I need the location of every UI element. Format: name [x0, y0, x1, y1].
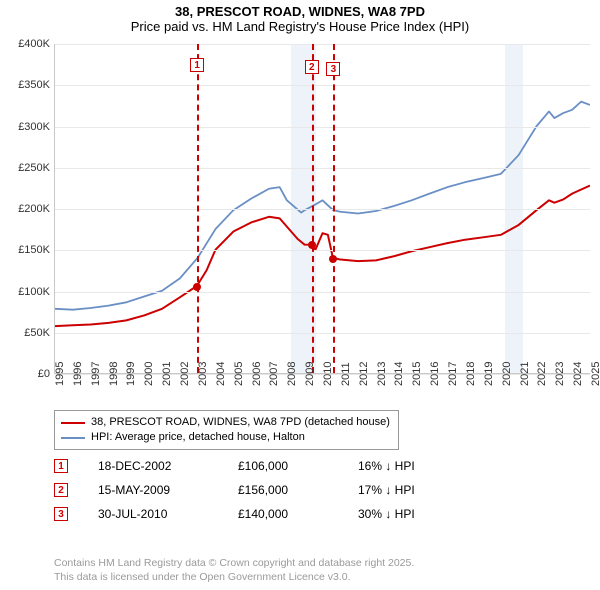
gridline-h [55, 209, 590, 210]
footer-attribution: Contains HM Land Registry data © Crown c… [54, 556, 590, 584]
gridline-h [55, 44, 590, 45]
chart-container: 1 23 £0 £50K £100K £150K £200K £250K £300K £350K… [10, 44, 590, 404]
event-marker-dot [329, 255, 337, 263]
event-delta: 16% ↓ HPI [358, 459, 468, 473]
y-axis-label: £150K [10, 244, 50, 256]
legend-swatch [61, 437, 85, 439]
event-date: 15-MAY-2009 [98, 483, 208, 497]
x-axis-label: 2025 [590, 362, 600, 386]
event-marker-box: 3 [326, 62, 340, 76]
series-line [55, 102, 590, 310]
event-marker-dot [193, 283, 201, 291]
chart-title-line1: 38, PRESCOT ROAD, WIDNES, WA8 7PD [0, 4, 600, 19]
legend-label: HPI: Average price, detached house, Halt… [91, 430, 305, 445]
plot-area: 1 23 [54, 44, 590, 374]
event-marker-line [333, 44, 335, 373]
chart-title-line2: Price paid vs. HM Land Registry's House … [0, 19, 600, 34]
y-axis-label: £100K [10, 286, 50, 298]
event-price: £106,000 [238, 459, 328, 473]
chart-title-block: 38, PRESCOT ROAD, WIDNES, WA8 7PD Price … [0, 0, 600, 34]
gridline-h [55, 333, 590, 334]
gridline-h [55, 250, 590, 251]
gridline-h [55, 292, 590, 293]
event-marker-line [312, 44, 314, 373]
event-marker-box: 2 [305, 60, 319, 74]
y-axis-label: £250K [10, 162, 50, 174]
legend-swatch [61, 422, 85, 424]
event-row: 1 18-DEC-2002 £106,000 16% ↓ HPI [54, 454, 468, 478]
y-axis-label: £0 [10, 368, 50, 380]
event-row: 2 15-MAY-2009 £156,000 17% ↓ HPI [54, 478, 468, 502]
y-axis-label: £50K [10, 327, 50, 339]
event-marker-dot [308, 241, 316, 249]
event-id-box: 3 [54, 507, 68, 521]
event-marker-box: 1 [190, 58, 204, 72]
event-row: 3 30-JUL-2010 £140,000 30% ↓ HPI [54, 502, 468, 526]
legend: 38, PRESCOT ROAD, WIDNES, WA8 7PD (detac… [54, 410, 399, 450]
gridline-h [55, 85, 590, 86]
y-axis-label: £200K [10, 203, 50, 215]
legend-item: 38, PRESCOT ROAD, WIDNES, WA8 7PD (detac… [61, 415, 390, 430]
legend-label: 38, PRESCOT ROAD, WIDNES, WA8 7PD (detac… [91, 415, 390, 430]
y-axis-label: £400K [10, 38, 50, 50]
footer-line1: Contains HM Land Registry data © Crown c… [54, 556, 590, 570]
series-line [55, 185, 590, 326]
legend-item: HPI: Average price, detached house, Halt… [61, 430, 390, 445]
y-axis-label: £300K [10, 121, 50, 133]
gridline-h [55, 168, 590, 169]
event-table: 1 18-DEC-2002 £106,000 16% ↓ HPI 2 15-MAY-200… [54, 454, 468, 526]
event-price: £140,000 [238, 507, 328, 521]
gridline-h [55, 127, 590, 128]
event-price: £156,000 [238, 483, 328, 497]
event-marker-line [197, 44, 199, 373]
event-delta: 30% ↓ HPI [358, 507, 468, 521]
event-id-box: 2 [54, 483, 68, 497]
event-date: 30-JUL-2010 [98, 507, 208, 521]
footer-line2: This data is licensed under the Open Gov… [54, 570, 590, 584]
event-date: 18-DEC-2002 [98, 459, 208, 473]
event-delta: 17% ↓ HPI [358, 483, 468, 497]
y-axis-label: £350K [10, 79, 50, 91]
event-id-box: 1 [54, 459, 68, 473]
